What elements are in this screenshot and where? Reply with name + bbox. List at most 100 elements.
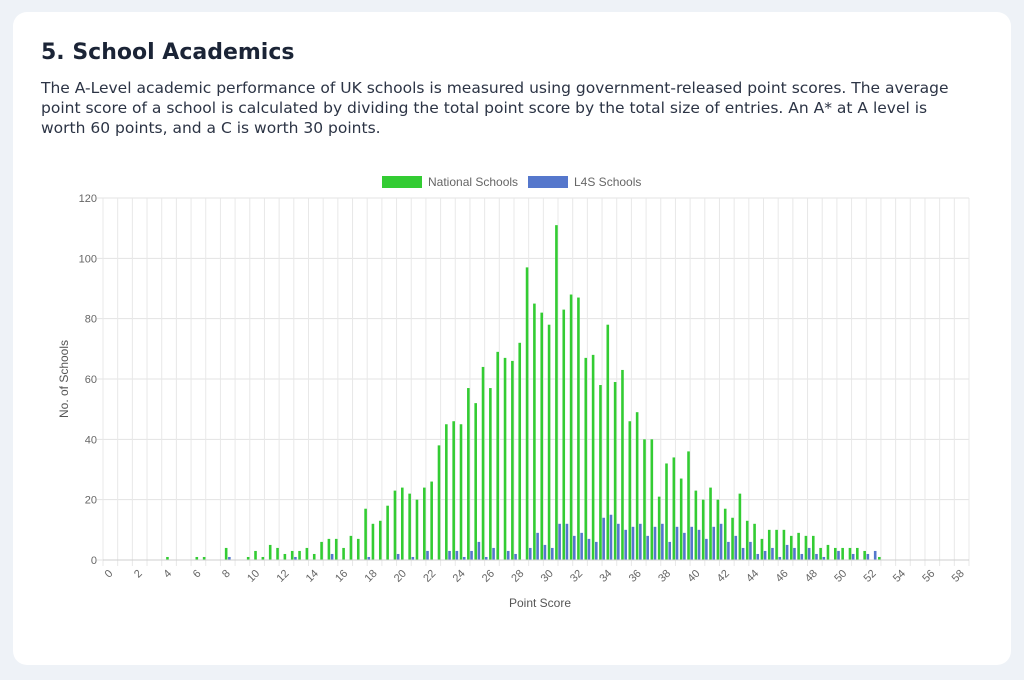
legend-swatch-national[interactable]: [382, 176, 422, 188]
l4s-bar[interactable]: [602, 517, 605, 560]
national-bar[interactable]: [547, 324, 551, 560]
national-bar[interactable]: [731, 517, 734, 560]
national-bar[interactable]: [701, 499, 705, 560]
national-bar[interactable]: [679, 478, 683, 560]
l4s-bar[interactable]: [543, 544, 547, 560]
l4s-bar[interactable]: [690, 526, 694, 560]
national-bar[interactable]: [789, 535, 793, 560]
national-bar[interactable]: [290, 550, 294, 560]
national-bar[interactable]: [709, 487, 712, 560]
l4s-bar[interactable]: [617, 523, 620, 560]
national-bar[interactable]: [423, 487, 426, 560]
l4s-bar[interactable]: [565, 523, 569, 560]
l4s-bar[interactable]: [675, 526, 679, 560]
national-bar[interactable]: [775, 529, 778, 560]
l4s-bar[interactable]: [624, 529, 627, 560]
national-bar[interactable]: [452, 421, 455, 560]
national-bar[interactable]: [525, 267, 529, 560]
l4s-bar[interactable]: [484, 556, 488, 560]
national-bar[interactable]: [577, 297, 580, 560]
national-bar[interactable]: [246, 556, 250, 560]
national-bar[interactable]: [797, 532, 800, 560]
national-bar[interactable]: [400, 487, 404, 560]
l4s-bar[interactable]: [595, 541, 598, 560]
l4s-bar[interactable]: [558, 523, 561, 560]
l4s-bar[interactable]: [756, 553, 760, 560]
national-bar[interactable]: [591, 354, 595, 560]
national-bar[interactable]: [202, 556, 206, 560]
l4s-bar[interactable]: [367, 556, 371, 560]
national-bar[interactable]: [635, 412, 639, 560]
national-bar[interactable]: [878, 556, 881, 560]
l4s-bar[interactable]: [719, 523, 723, 560]
l4s-bar[interactable]: [492, 547, 495, 560]
national-bar[interactable]: [584, 357, 588, 560]
l4s-bar[interactable]: [448, 550, 451, 560]
national-bar[interactable]: [694, 490, 698, 560]
l4s-bar[interactable]: [580, 532, 583, 560]
l4s-bar[interactable]: [793, 547, 796, 560]
l4s-bar[interactable]: [653, 526, 657, 560]
l4s-bar[interactable]: [668, 541, 672, 560]
l4s-bar[interactable]: [705, 538, 708, 560]
national-bar[interactable]: [415, 499, 419, 560]
national-bar[interactable]: [767, 529, 771, 560]
national-bar[interactable]: [819, 547, 822, 560]
l4s-bar[interactable]: [661, 523, 664, 560]
l4s-bar[interactable]: [477, 541, 481, 560]
legend-label-l4s[interactable]: L4S Schools: [574, 175, 641, 189]
national-bar[interactable]: [856, 547, 859, 560]
national-bar[interactable]: [833, 547, 837, 560]
national-bar[interactable]: [848, 547, 852, 560]
l4s-bar[interactable]: [800, 553, 804, 560]
l4s-bar[interactable]: [426, 550, 429, 560]
national-bar[interactable]: [386, 505, 389, 560]
national-bar[interactable]: [503, 357, 507, 560]
l4s-bar[interactable]: [572, 535, 576, 560]
national-bar[interactable]: [804, 535, 808, 560]
l4s-bar[interactable]: [807, 547, 811, 560]
national-bar[interactable]: [555, 225, 558, 560]
l4s-bar[interactable]: [514, 553, 517, 560]
l4s-bar[interactable]: [470, 550, 473, 560]
national-bar[interactable]: [650, 439, 654, 560]
l4s-bar[interactable]: [506, 550, 510, 560]
national-bar[interactable]: [437, 445, 441, 560]
national-bar[interactable]: [320, 541, 323, 560]
l4s-bar[interactable]: [462, 556, 466, 560]
national-bar[interactable]: [224, 547, 228, 560]
l4s-bar[interactable]: [712, 526, 716, 560]
l4s-bar[interactable]: [727, 541, 730, 560]
national-bar[interactable]: [334, 538, 338, 560]
national-bar[interactable]: [268, 544, 272, 560]
l4s-bar[interactable]: [873, 550, 877, 560]
national-bar[interactable]: [327, 538, 331, 560]
l4s-bar[interactable]: [822, 556, 826, 560]
national-bar[interactable]: [782, 529, 786, 560]
l4s-bar[interactable]: [587, 538, 591, 560]
national-bar[interactable]: [459, 424, 463, 560]
national-bar[interactable]: [760, 538, 764, 560]
l4s-bar[interactable]: [815, 553, 818, 560]
national-bar[interactable]: [261, 556, 265, 560]
national-bar[interactable]: [826, 544, 830, 560]
l4s-bar[interactable]: [631, 526, 635, 560]
national-bar[interactable]: [841, 547, 844, 560]
national-bar[interactable]: [393, 490, 397, 560]
l4s-bar[interactable]: [396, 553, 400, 560]
national-bar[interactable]: [562, 309, 566, 560]
l4s-bar[interactable]: [294, 556, 297, 560]
l4s-bar[interactable]: [866, 553, 870, 560]
national-bar[interactable]: [305, 547, 309, 560]
l4s-bar[interactable]: [550, 547, 554, 560]
l4s-bar[interactable]: [330, 553, 334, 560]
national-bar[interactable]: [298, 550, 301, 560]
national-bar[interactable]: [599, 385, 602, 560]
legend-swatch-l4s[interactable]: [528, 176, 568, 188]
national-bar[interactable]: [863, 550, 866, 560]
national-bar[interactable]: [753, 523, 756, 560]
national-bar[interactable]: [657, 496, 661, 560]
national-bar[interactable]: [540, 312, 544, 560]
national-bar[interactable]: [364, 508, 367, 560]
l4s-bar[interactable]: [528, 547, 532, 560]
